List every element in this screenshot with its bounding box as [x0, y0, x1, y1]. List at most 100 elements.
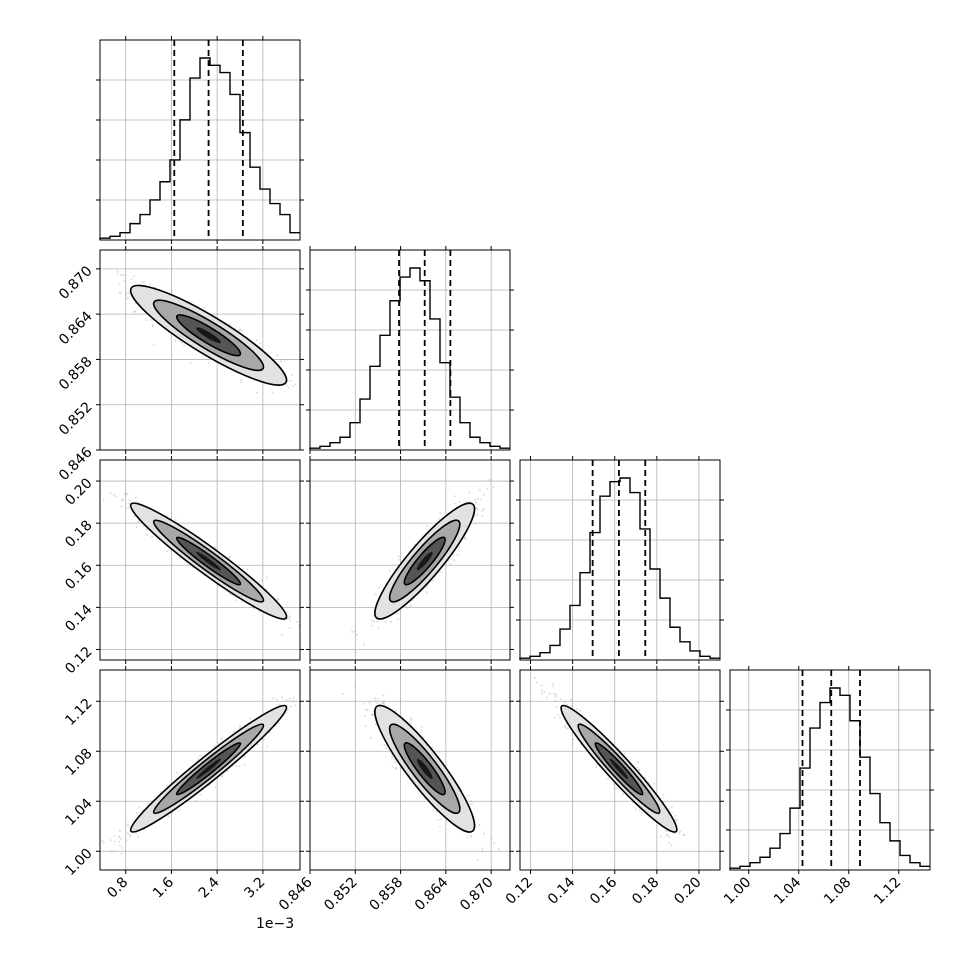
sample-point	[307, 402, 309, 404]
sample-point	[214, 546, 217, 549]
sample-point	[636, 766, 639, 769]
sample-point	[466, 836, 469, 839]
sample-point	[679, 830, 682, 833]
panel-frame	[99, 39, 301, 241]
sample-point	[439, 511, 442, 514]
sample-point	[118, 844, 121, 847]
sample-point	[389, 621, 392, 624]
sample-point	[133, 310, 136, 313]
sample-point	[119, 291, 122, 294]
sample-point	[481, 850, 484, 853]
sample-point	[477, 497, 480, 500]
sample-point	[129, 834, 132, 837]
sample-point	[474, 498, 477, 501]
sample-point	[413, 543, 416, 546]
sample-point	[112, 850, 115, 853]
sample-point	[458, 501, 461, 503]
sample-point	[125, 839, 128, 842]
sample-point	[240, 379, 243, 381]
sample-point	[376, 620, 379, 623]
sample-point	[363, 643, 365, 646]
sample-point	[558, 716, 561, 719]
sample-point	[221, 774, 224, 777]
sample-point	[292, 697, 295, 700]
sample-point	[137, 835, 139, 838]
sample-point	[482, 508, 485, 511]
sample-point	[478, 824, 481, 826]
sample-point	[353, 630, 356, 633]
sample-point	[374, 697, 377, 700]
sample-point	[396, 618, 399, 621]
sample-point	[124, 293, 127, 296]
sample-point	[294, 383, 297, 386]
sample-point	[454, 502, 457, 505]
sample-point	[371, 713, 374, 716]
sample-point	[89, 867, 91, 869]
histogram-panel-p3	[726, 666, 934, 874]
sample-point	[482, 494, 485, 497]
sample-point	[381, 702, 384, 705]
sample-point	[243, 763, 246, 766]
sample-point	[470, 835, 473, 838]
sample-point	[220, 738, 223, 741]
sample-point	[167, 815, 170, 818]
sample-point	[410, 718, 413, 721]
sample-point	[674, 818, 677, 821]
sample-point	[476, 508, 479, 511]
sample-point	[306, 398, 308, 400]
sample-point	[486, 487, 489, 490]
sample-point	[364, 708, 367, 711]
panel-frame	[309, 249, 511, 451]
sample-point	[124, 492, 127, 495]
sample-point	[638, 768, 641, 771]
sample-point	[141, 809, 144, 811]
sample-point	[425, 591, 428, 594]
sample-point	[235, 599, 238, 602]
density-contour-3	[196, 551, 221, 571]
sample-point	[456, 553, 459, 556]
histogram-step-p3	[729, 687, 930, 870]
sample-point	[229, 323, 232, 326]
sample-point	[120, 274, 123, 276]
sample-point	[314, 382, 316, 384]
sample-point	[458, 546, 461, 548]
sample-point	[166, 550, 169, 553]
sample-point	[311, 396, 313, 398]
sample-point	[256, 743, 259, 746]
density-contour-3	[416, 551, 433, 571]
sample-point	[217, 741, 220, 744]
sample-point	[246, 568, 249, 571]
sample-point	[492, 486, 495, 489]
sample-point	[464, 537, 466, 540]
panel-content	[89, 696, 300, 869]
sample-point	[374, 699, 377, 702]
sample-point	[276, 354, 279, 357]
sample-point	[395, 766, 398, 769]
sample-point	[464, 537, 467, 540]
sample-point	[133, 310, 136, 313]
sample-point	[453, 559, 456, 562]
sample-point	[374, 593, 377, 596]
sample-point	[126, 297, 129, 300]
sample-point	[288, 627, 291, 630]
sample-point	[488, 478, 491, 481]
sample-point	[371, 619, 373, 622]
sample-point	[398, 555, 401, 558]
sample-point	[137, 520, 140, 523]
sample-point	[481, 847, 484, 850]
sample-point	[641, 812, 644, 815]
sample-point	[560, 698, 563, 701]
sample-point	[393, 761, 396, 764]
sample-point	[374, 723, 377, 726]
sample-point	[126, 832, 129, 835]
sample-point	[284, 358, 286, 361]
sample-point	[126, 492, 129, 495]
sample-point	[540, 692, 543, 695]
sample-point	[220, 736, 223, 739]
sample-point	[675, 819, 678, 822]
sample-point	[145, 534, 148, 536]
sample-point	[129, 835, 132, 838]
sample-point	[289, 619, 291, 622]
sample-point	[237, 329, 240, 332]
sample-point	[440, 817, 443, 820]
